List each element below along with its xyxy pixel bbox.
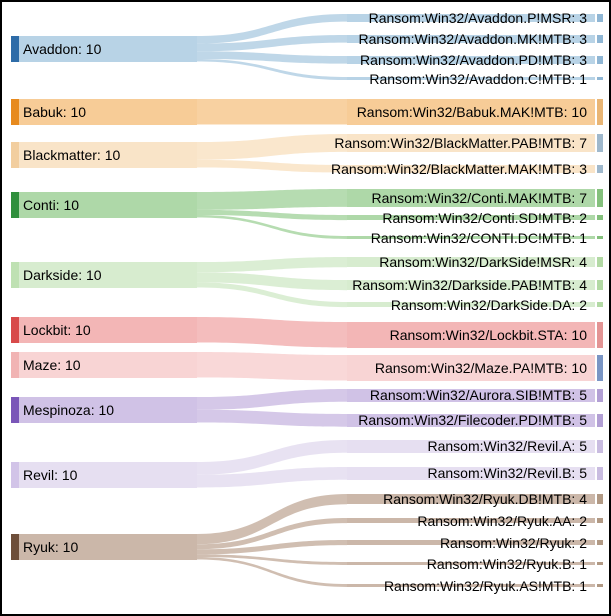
left-label-blackmatter: Blackmatter: 10: [23, 148, 120, 162]
link-conti-co1: [197, 189, 347, 210]
right-label-av4: Ransom:Win32/Avaddon.C!MTB: 1: [369, 72, 587, 86]
right-label-ry3: Ransom:Win32/Ryuk: 2: [440, 536, 587, 550]
right-label-me2: Ransom:Win32/Filecoder.PD!MTB: 5: [358, 413, 587, 427]
right-tick-bm2: [597, 165, 603, 173]
link-mespinoza-me1: [197, 389, 347, 410]
right-label-bm1: Ransom:Win32/BlackMatter.PAB!MTB: 7: [334, 136, 587, 150]
left-tick-blackmatter: [11, 142, 19, 168]
left-label-mespinoza: Mespinoza: 10: [23, 403, 114, 417]
left-label-ryuk: Ryuk: 10: [23, 540, 78, 554]
left-tick-babuk: [11, 99, 19, 125]
right-label-bm2: Ransom:Win32/BlackMatter.MAK!MTB: 3: [331, 162, 587, 176]
right-label-lb1: Ransom:Win32/Lockbit.STA: 10: [390, 328, 587, 342]
right-tick-ry1: [597, 494, 603, 504]
right-label-rv2: Ransom:Win32/Revil.B: 5: [427, 466, 587, 480]
right-label-bb1: Ransom:Win32/Babuk.MAK!MTB: 10: [357, 105, 587, 119]
right-label-ry1: Ransom:Win32/Ryuk.DB!MTB: 4: [383, 492, 587, 506]
left-label-maze: Maze: 10: [23, 358, 81, 372]
right-tick-co3: [597, 236, 603, 239]
left-label-babuk: Babuk: 10: [23, 105, 86, 119]
right-tick-ds3: [597, 302, 603, 307]
left-tick-maze: [11, 352, 19, 378]
right-tick-av2: [597, 35, 603, 43]
link-blackmatter-bm1: [197, 134, 347, 160]
right-tick-av4: [597, 77, 603, 80]
left-tick-lockbit: [11, 317, 19, 343]
left-tick-revil: [11, 462, 19, 488]
left-tick-darkside: [11, 262, 19, 288]
right-tick-ds1: [597, 257, 603, 267]
link-maze-mz1: [197, 352, 347, 381]
right-tick-me1: [597, 389, 603, 402]
link-blackmatter-bm2: [197, 160, 347, 173]
right-tick-rv1: [597, 440, 603, 453]
right-tick-bb1: [597, 99, 603, 125]
right-label-rv1: Ransom:Win32/Revil.A: 5: [427, 439, 587, 453]
right-label-ds2: Ransom:Win32/Darkside.PAB!MTB: 4: [352, 278, 587, 292]
right-tick-ry3: [597, 540, 603, 545]
right-tick-co1: [597, 189, 603, 207]
right-label-me1: Ransom:Win32/Aurora.SIB!MTB: 5: [370, 388, 587, 402]
right-tick-bm1: [597, 134, 603, 152]
link-mespinoza-me2: [197, 410, 347, 427]
right-label-ry5: Ransom:Win32/Ryuk.AS!MTB: 1: [384, 579, 587, 593]
right-label-av1: Ransom:Win32/Avaddon.P!MSR: 3: [369, 11, 587, 25]
right-tick-av3: [597, 56, 603, 64]
right-tick-rv2: [597, 467, 603, 480]
left-tick-mespinoza: [11, 397, 19, 423]
left-label-darkside: Darkside: 10: [23, 268, 102, 282]
left-label-avaddon: Avaddon: 10: [23, 42, 101, 56]
left-label-revil: Revil: 10: [23, 468, 77, 482]
right-tick-ry2: [597, 518, 603, 523]
right-label-av2: Ransom:Win32/Avaddon.MK!MTB: 3: [358, 32, 587, 46]
right-tick-mz1: [597, 355, 603, 381]
right-tick-lb1: [597, 322, 603, 348]
left-label-lockbit: Lockbit: 10: [23, 323, 91, 337]
right-label-av3: Ransom:Win32/Avaddon.PD!MTB: 3: [360, 53, 587, 67]
right-label-ds3: Ransom:Win32/DarkSide.DA: 2: [391, 298, 587, 312]
right-label-ry4: Ransom:Win32/Ryuk.B: 1: [427, 557, 587, 571]
right-label-co1: Ransom:Win32/Conti.MAK!MTB: 7: [371, 191, 587, 205]
right-tick-me2: [597, 414, 603, 427]
left-tick-conti: [11, 192, 19, 218]
link-darkside-ds1: [197, 257, 347, 272]
left-tick-avaddon: [11, 36, 19, 62]
right-tick-ry5: [597, 584, 603, 587]
right-label-mz1: Ransom:Win32/Maze.PA!MTB: 10: [375, 361, 587, 375]
link-babuk-bb1: [197, 99, 347, 125]
left-label-conti: Conti: 10: [23, 198, 79, 212]
right-tick-ry4: [597, 562, 603, 565]
link-conti-co2: [197, 210, 347, 220]
left-tick-ryuk: [11, 534, 19, 560]
right-label-co2: Ransom:Win32/Conti.SD!MTB: 2: [382, 211, 587, 225]
right-label-ry2: Ransom:Win32/Ryuk.AA: 2: [417, 514, 587, 528]
right-label-co3: Ransom:Win32/CONTI.DC!MTB: 1: [371, 231, 587, 245]
right-label-ds1: Ransom:Win32/DarkSide!MSR: 4: [379, 255, 587, 269]
right-tick-co2: [597, 215, 603, 220]
right-tick-ds2: [597, 280, 603, 290]
link-lockbit-lb1: [197, 317, 347, 348]
link-ryuk-ry5: [197, 557, 347, 587]
right-tick-av1: [597, 14, 603, 22]
